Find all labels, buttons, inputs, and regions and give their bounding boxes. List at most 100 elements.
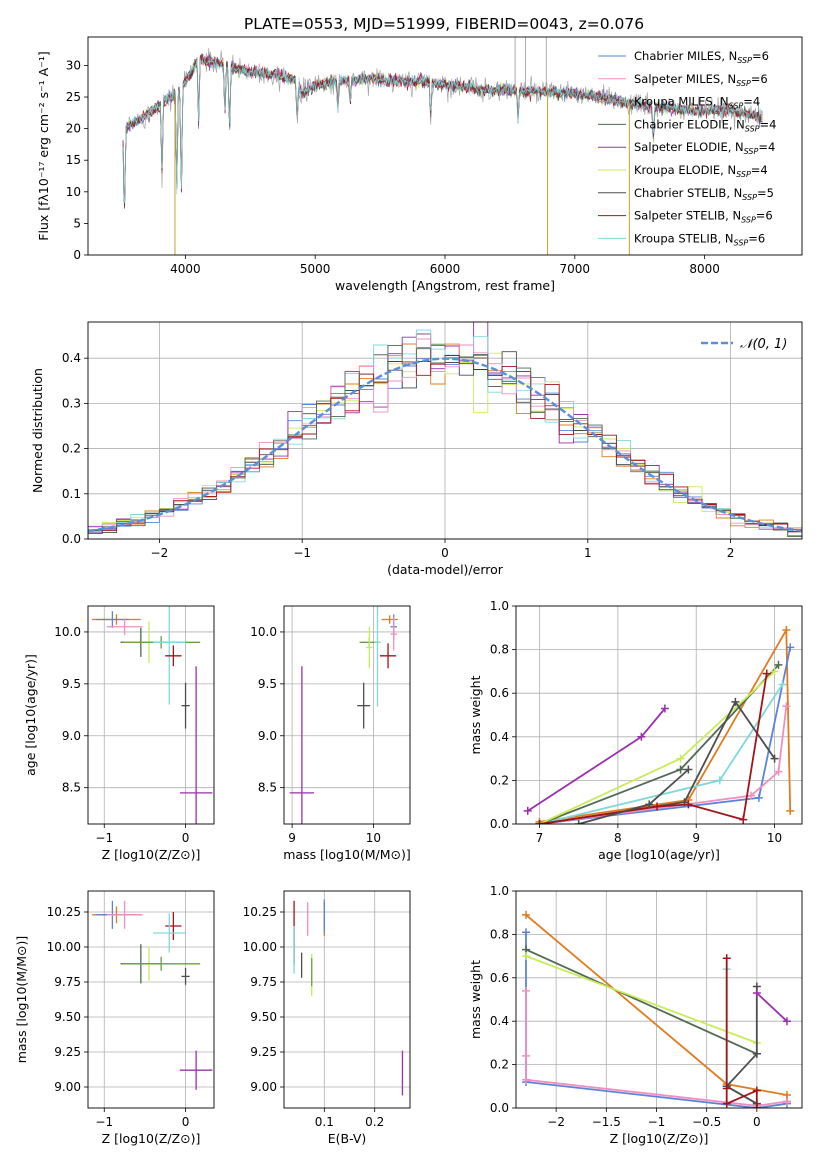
ticks: 0.1 0.2 9.00 9.25 9.50 9.75 10.00 10.25 [243, 891, 410, 1129]
data-point [106, 618, 143, 636]
plot-area [522, 910, 791, 1108]
weight-marker [786, 806, 795, 815]
ticks: 4000 5000 6000 7000 8000 0 5 10 15 20 25 30 [66, 58, 720, 276]
x-tick-label: 8 [614, 831, 622, 845]
plot-area [289, 606, 398, 824]
x-axis-label: Z [log10(Z/Z⊙)] [102, 1131, 201, 1146]
x-axis-label: Z [log10(Z/Z⊙)] [102, 847, 201, 862]
plot-area [122, 37, 763, 255]
y-tick-label: 10.0 [54, 625, 81, 639]
weight-marker [752, 988, 761, 997]
weight-marker [752, 1104, 761, 1108]
weight-marker [770, 667, 779, 676]
x-tick-label: 7000 [560, 262, 591, 276]
plot-area [523, 625, 795, 824]
legend-name: Kroupa ELODIE, N [634, 163, 736, 177]
legend-suffix: =6 [748, 231, 765, 245]
x-tick-label: 1 [584, 546, 592, 560]
ticks: −2 −1.5 −1 −0.5 0 0.0 0.2 0.4 0.6 0.8 1.0 [490, 884, 802, 1129]
y-tick-label: 10 [66, 185, 81, 199]
weight-marker [653, 802, 662, 811]
weight-marker [715, 776, 724, 785]
y-tick-label: 0.8 [490, 643, 509, 657]
legend-name: Chabrier STELIB, N [634, 186, 742, 200]
legend-suffix: =4 [751, 163, 768, 177]
chart-residuals: −2 −1 0 1 2 0.0 0.1 0.2 0.3 0.4 (data-model)/error… [30, 321, 803, 577]
legend-entry: Chabrier MILES, NSSP=6 [634, 49, 769, 65]
axes-frame [87, 36, 803, 256]
legend-suffix: =5 [757, 186, 774, 200]
x-tick-label: 8000 [689, 262, 720, 276]
y-tick-label: 0.4 [490, 730, 509, 744]
y-axis-label: mass weight [468, 960, 483, 1039]
legend-name: Salpeter ELODIE, N [634, 140, 744, 154]
weight-marker [684, 765, 693, 774]
plot-area [293, 899, 404, 1096]
charts: 4000 5000 6000 7000 8000051015202530waveleng… [14, 36, 803, 1146]
data-point [179, 1050, 213, 1090]
axes-frame [87, 605, 215, 825]
x-tick-label: −1 [95, 831, 113, 845]
legend-suffix: =4 [758, 140, 775, 154]
chart-weight_vs_age: 7 8 9 10 0.0 0.2 0.4 0.6 0.8 1.0 age [log10(age/yr… [468, 599, 803, 862]
legend-entry: Salpeter STELIB, NSSP=6 [634, 209, 773, 225]
data-point [153, 606, 186, 705]
x-tick-label: −1.5 [592, 1115, 621, 1129]
legend: 𝒩(0, 1) [701, 337, 787, 352]
y-tick-label: 20 [66, 122, 81, 136]
data-point [366, 626, 373, 669]
y-tick-label: 9.75 [250, 975, 277, 989]
plot-area [92, 606, 213, 824]
x-tick-label: 0.1 [315, 1115, 334, 1129]
y-tick-label: 9.25 [250, 1045, 277, 1059]
y-tick-label: 0.0 [490, 1101, 509, 1115]
axes-frame [87, 321, 803, 540]
legend-sub: SSP [736, 170, 751, 179]
y-tick-label: 0.3 [62, 396, 81, 410]
x-axis-label: mass [log10(M/M⊙)] [283, 847, 411, 862]
data-point [165, 645, 182, 667]
chart-age_vs_Z: −1 0 8.5 9.0 9.5 10.0 Z [log10(Z/Z⊙)] age [log1… [23, 605, 215, 862]
weight-marker [637, 732, 646, 741]
y-tick-label: 0.4 [62, 351, 81, 365]
axes-frame [283, 605, 411, 825]
chart-mass_vs_Z: −1 0 9.00 9.25 9.50 9.75 10.00 10.25 Z [log10(Z/… [14, 890, 215, 1146]
legend-name: Chabrier MILES, N [634, 49, 737, 63]
weight-marker [782, 702, 791, 711]
weight-marker [782, 1017, 791, 1026]
weight-marker [782, 625, 791, 634]
x-tick-label: −2 [151, 546, 169, 560]
weight-marker [762, 669, 771, 678]
y-tick-label: 10.25 [47, 905, 81, 919]
x-tick-label: −0.5 [692, 1115, 721, 1129]
x-axis-label: E(B-V) [328, 1131, 367, 1146]
legend-name: Chabrier ELODIE, N [634, 117, 745, 131]
y-tick-label: 9.50 [250, 1010, 277, 1024]
spectrum-series-line [122, 54, 763, 204]
y-axis-label: Flux [fλ10⁻¹⁷ erg cm⁻² s⁻¹ A⁻¹] [36, 51, 51, 240]
weight-series-line [525, 955, 758, 1044]
weight-series-line [525, 948, 758, 1055]
x-tick-label: 0.2 [365, 1115, 384, 1129]
chart-age_vs_mass: 9 10 8.5 9.0 9.5 10.0 mass [log10(M/M⊙)] [250, 605, 411, 862]
ticks: −2 −1 0 1 2 0.0 0.1 0.2 0.3 0.4 [62, 322, 802, 560]
y-tick-label: 9.00 [250, 1080, 277, 1094]
legend-sub: SSP [729, 102, 744, 111]
legend-sub: SSP [734, 238, 749, 247]
y-axis-label: mass weight [468, 675, 483, 754]
weight-marker [731, 697, 740, 706]
x-tick-label: 0 [753, 1115, 761, 1129]
weight-marker [522, 1075, 531, 1084]
legend-sub: SSP [737, 56, 752, 65]
legend-suffix: =6 [756, 209, 773, 223]
y-axis-label: mass [log10(M/M⊙)] [14, 936, 29, 1064]
y-tick-label: 0.8 [490, 927, 509, 941]
x-tick-label: −1 [293, 546, 311, 560]
x-tick-label: 0 [182, 1115, 190, 1129]
weight-marker [522, 910, 531, 919]
y-tick-label: 9.50 [54, 1010, 81, 1024]
y-tick-label: 15 [66, 153, 81, 167]
y-tick-label: 9.00 [54, 1080, 81, 1094]
